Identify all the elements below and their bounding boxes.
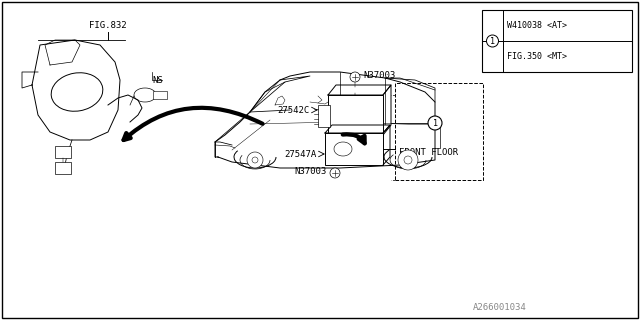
Text: W410038 <AT>: W410038 <AT> <box>507 21 567 30</box>
Circle shape <box>350 72 360 82</box>
Bar <box>318 105 330 127</box>
Text: 27547A: 27547A <box>285 149 317 158</box>
Bar <box>325 133 383 165</box>
FancyArrowPatch shape <box>124 108 262 140</box>
Circle shape <box>404 156 412 164</box>
Circle shape <box>252 157 258 163</box>
Text: NS: NS <box>152 76 163 84</box>
Text: A266001034: A266001034 <box>473 303 527 312</box>
Text: FIG.350 <MT>: FIG.350 <MT> <box>507 52 567 61</box>
Text: N37003: N37003 <box>295 166 327 175</box>
Text: N37003: N37003 <box>363 70 396 79</box>
Text: FRONT FLOOR: FRONT FLOOR <box>399 148 458 156</box>
Bar <box>328 95 383 135</box>
Text: FIG.832: FIG.832 <box>89 21 127 30</box>
Bar <box>482 10 632 72</box>
Circle shape <box>398 150 418 170</box>
FancyArrowPatch shape <box>343 134 365 143</box>
Text: 1: 1 <box>433 118 438 127</box>
Circle shape <box>247 152 263 168</box>
Circle shape <box>486 35 499 47</box>
Circle shape <box>330 168 340 178</box>
Bar <box>395 83 483 180</box>
Bar <box>55 162 71 174</box>
Bar <box>153 91 167 99</box>
Bar <box>55 146 71 158</box>
Text: 1: 1 <box>490 36 495 45</box>
Circle shape <box>428 116 442 130</box>
Text: 27542C: 27542C <box>278 106 310 115</box>
